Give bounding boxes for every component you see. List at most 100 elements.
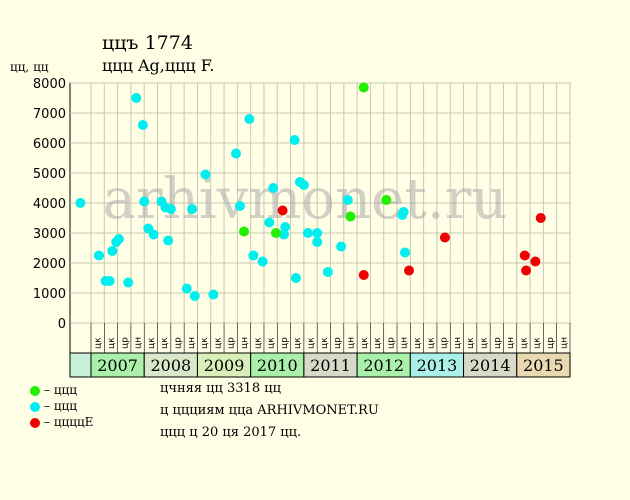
quarter-label: цк bbox=[480, 337, 490, 349]
data-point bbox=[248, 250, 259, 261]
quarter-label: цр bbox=[227, 337, 237, 349]
data-point bbox=[530, 256, 541, 267]
data-point bbox=[257, 256, 268, 267]
data-point bbox=[163, 235, 174, 246]
data-point bbox=[398, 207, 409, 217]
data-point bbox=[521, 265, 532, 276]
data-point bbox=[358, 270, 369, 280]
data-point bbox=[277, 205, 288, 216]
data-point bbox=[278, 229, 289, 240]
legend-dot-red bbox=[30, 418, 40, 428]
quarter-label: цк bbox=[373, 337, 383, 349]
data-point bbox=[290, 273, 301, 283]
quarter-label: цк bbox=[200, 337, 210, 349]
y-tick-label: 1000 bbox=[33, 287, 66, 302]
year-cell bbox=[409, 352, 465, 378]
y-tick-label: 3000 bbox=[33, 227, 66, 242]
quarter-label: цр bbox=[173, 337, 183, 349]
year-label: 2008 bbox=[150, 356, 191, 375]
y-tick-label: 6000 bbox=[33, 137, 66, 152]
quarter-label: цн bbox=[506, 337, 516, 349]
legend-dot-silver bbox=[30, 386, 40, 396]
year-cell bbox=[516, 352, 571, 378]
y-axis-label: цц, цц bbox=[10, 60, 49, 74]
quarter-label: цн bbox=[346, 337, 356, 349]
quarter-label: цр bbox=[440, 337, 450, 349]
note-line-2: ц ццциям цца ARHIVMONET.RU bbox=[160, 403, 379, 418]
legend-label: – ццц bbox=[44, 383, 77, 397]
data-point bbox=[358, 82, 369, 93]
quarter-label: цн bbox=[240, 337, 250, 349]
data-point bbox=[342, 195, 353, 205]
year-cell bbox=[143, 352, 198, 378]
data-point bbox=[235, 201, 246, 211]
quarter-label: цр bbox=[280, 337, 290, 349]
data-point bbox=[312, 237, 323, 247]
data-point bbox=[298, 180, 309, 190]
data-point bbox=[181, 283, 192, 294]
data-point bbox=[208, 289, 219, 300]
quarter-label: цн bbox=[187, 337, 197, 349]
year-cell bbox=[303, 352, 358, 378]
data-point bbox=[519, 250, 530, 261]
data-point bbox=[270, 228, 281, 238]
quarter-label: цк bbox=[160, 337, 170, 349]
quarter-label: цк bbox=[213, 337, 223, 349]
data-point bbox=[131, 93, 142, 103]
data-point bbox=[345, 211, 356, 222]
quarter-label: цк bbox=[360, 337, 370, 349]
quarter-labels: цк цк цр цн цк цк цр цн цк цк цр цн цк цк цр цк цк цк цр цн… bbox=[69, 323, 571, 354]
quarter-label: цр bbox=[120, 337, 130, 349]
y-tick-label: 2000 bbox=[33, 257, 66, 272]
year-label: 2007 bbox=[97, 356, 138, 375]
data-point bbox=[289, 135, 300, 145]
quarter-label: цк bbox=[147, 337, 157, 349]
quarter-label: цн bbox=[400, 337, 410, 349]
data-point bbox=[75, 198, 86, 208]
year-label: 2011 bbox=[310, 356, 351, 375]
quarter-label: цк bbox=[107, 337, 117, 349]
quarter-label: цк bbox=[94, 337, 104, 349]
quarter-label: цк bbox=[267, 337, 277, 349]
legend-label: – ццццЕ bbox=[44, 415, 94, 429]
quarter-label: цр bbox=[493, 337, 503, 349]
watermark: arhivmonet.ru bbox=[103, 167, 508, 232]
legend-dot-cyan bbox=[30, 402, 40, 412]
data-point bbox=[148, 229, 159, 240]
legend-label: – ццц bbox=[44, 399, 77, 413]
year-cell bbox=[463, 352, 518, 378]
year-band: 2007 2008 2009 2010 2011 2012 2013 2014 2015 bbox=[69, 352, 571, 378]
data-point bbox=[404, 265, 415, 276]
data-point bbox=[244, 114, 255, 124]
quarter-label: цн bbox=[453, 337, 463, 349]
year-label: 2013 bbox=[417, 356, 458, 375]
quarter-label: цк bbox=[426, 337, 436, 349]
year-cell bbox=[90, 352, 145, 378]
quarter-label: цк bbox=[533, 337, 543, 349]
quarter-label: цк bbox=[519, 337, 529, 349]
quarter-label: цр bbox=[333, 337, 343, 349]
quarter-label: цк bbox=[413, 337, 423, 349]
data-point bbox=[302, 228, 313, 238]
quarter-label: цк bbox=[293, 337, 303, 349]
year-band-lead bbox=[69, 352, 92, 378]
year-label: 2012 bbox=[363, 356, 404, 375]
quarter-label: цр bbox=[386, 337, 396, 349]
data-point bbox=[312, 228, 323, 238]
chart-subtitle: ццц Ag,ццц F. bbox=[102, 56, 215, 75]
y-axis-ticks: 0 1000 2000 3000 4000 5000 6000 7000 8000 bbox=[33, 77, 66, 332]
data-point bbox=[189, 291, 200, 301]
data-point bbox=[93, 250, 104, 261]
data-point bbox=[200, 169, 211, 180]
note-line-3: ццц ц 20 ця 2017 цц. bbox=[160, 425, 302, 440]
quarter-label: цк bbox=[320, 337, 330, 349]
data-point bbox=[137, 120, 148, 130]
quarter-label: цк bbox=[253, 337, 263, 349]
y-tick-label: 0 bbox=[58, 317, 66, 332]
data-point bbox=[280, 222, 291, 232]
data-point bbox=[264, 217, 275, 228]
data-point bbox=[231, 148, 242, 159]
data-point bbox=[336, 241, 347, 252]
note-line-1: цчняя цц 3318 цц bbox=[160, 381, 281, 396]
